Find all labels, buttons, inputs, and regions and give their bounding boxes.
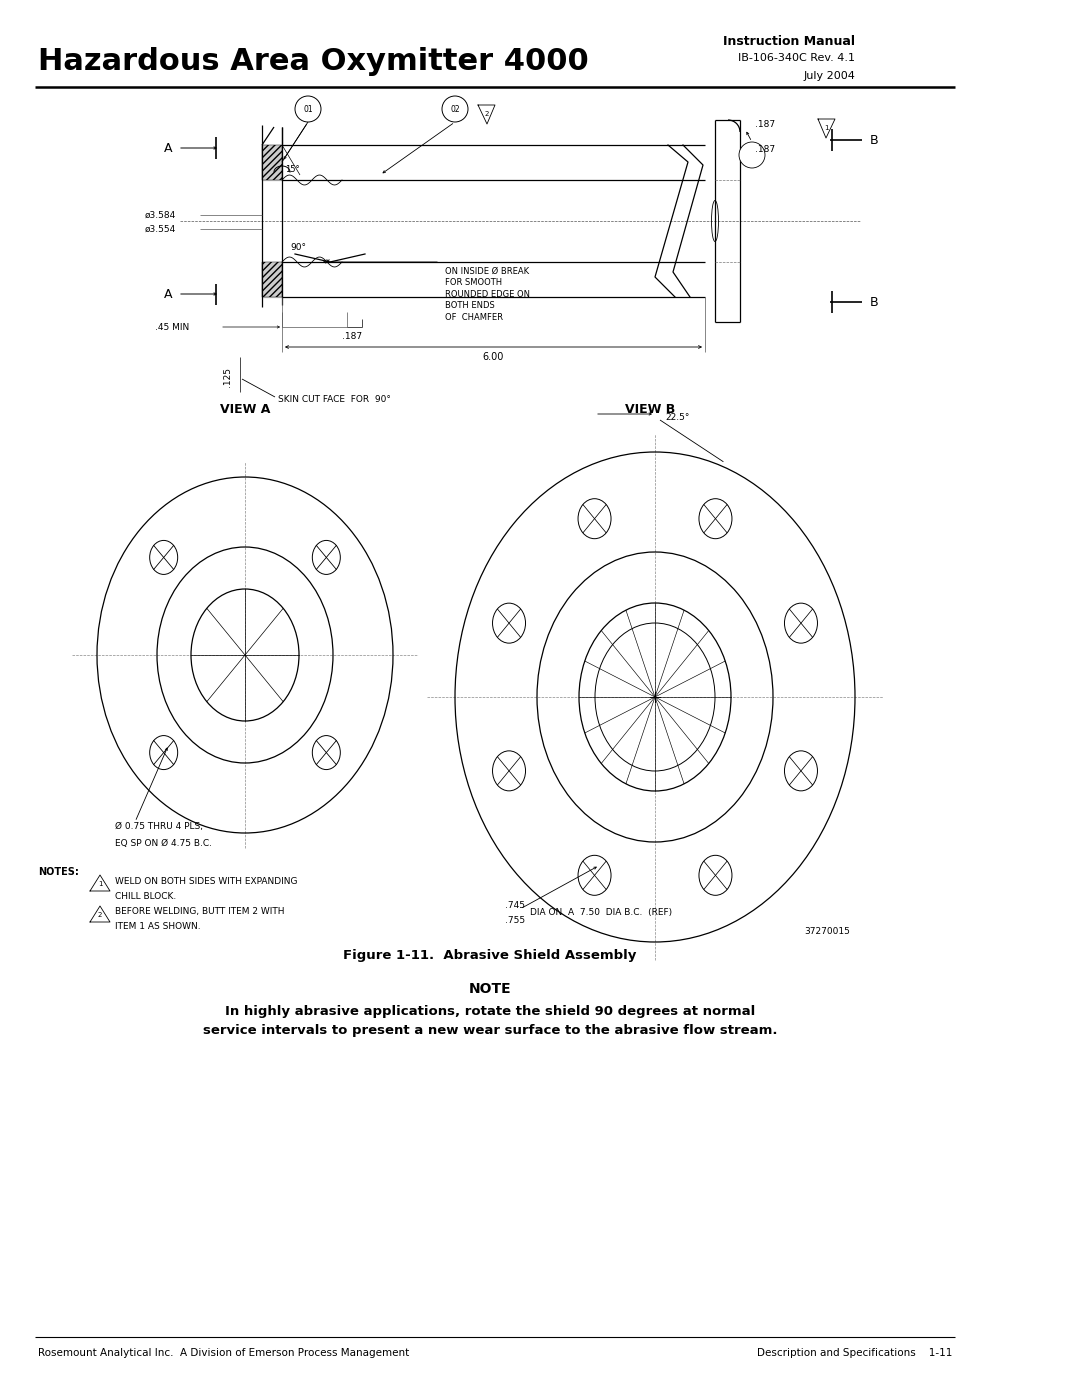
Text: WELD ON BOTH SIDES WITH EXPANDING: WELD ON BOTH SIDES WITH EXPANDING	[114, 877, 297, 886]
Text: 2: 2	[485, 110, 489, 117]
Text: SKIN CUT FACE  FOR  90°: SKIN CUT FACE FOR 90°	[278, 394, 391, 404]
Text: 22.5°: 22.5°	[665, 412, 689, 422]
Text: 90°: 90°	[291, 243, 306, 251]
Text: A: A	[163, 141, 172, 155]
Circle shape	[739, 142, 765, 168]
Polygon shape	[90, 907, 110, 922]
Text: Hazardous Area Oxymitter 4000: Hazardous Area Oxymitter 4000	[38, 47, 589, 75]
Polygon shape	[818, 119, 835, 138]
Text: EQ SP ON Ø 4.75 B.C.: EQ SP ON Ø 4.75 B.C.	[114, 840, 212, 848]
Text: NOTES:: NOTES:	[38, 868, 79, 877]
Polygon shape	[262, 263, 282, 298]
Text: Figure 1-11.  Abrasive Shield Assembly: Figure 1-11. Abrasive Shield Assembly	[343, 949, 637, 961]
Text: B: B	[870, 134, 879, 147]
Text: VIEW A: VIEW A	[220, 402, 270, 415]
Text: 02: 02	[450, 105, 460, 113]
Polygon shape	[262, 145, 282, 180]
Text: .755: .755	[505, 915, 525, 925]
Text: .187: .187	[755, 120, 775, 129]
Text: A: A	[163, 288, 172, 300]
Polygon shape	[90, 875, 110, 891]
Text: 2: 2	[98, 912, 103, 918]
Text: 6.00: 6.00	[483, 352, 504, 362]
Text: DIA ON  A  7.50  DIA B.C.  (REF): DIA ON A 7.50 DIA B.C. (REF)	[530, 908, 672, 918]
Text: IB-106-340C Rev. 4.1: IB-106-340C Rev. 4.1	[738, 53, 855, 63]
Text: 1: 1	[98, 882, 103, 887]
Text: Rosemount Analytical Inc.  A Division of Emerson Process Management: Rosemount Analytical Inc. A Division of …	[38, 1348, 409, 1358]
Text: Ø 0.75 THRU 4 PLS,: Ø 0.75 THRU 4 PLS,	[114, 821, 203, 831]
Text: ITEM 1 AS SHOWN.: ITEM 1 AS SHOWN.	[114, 922, 201, 930]
Text: .745: .745	[505, 901, 525, 909]
Text: In highly abrasive applications, rotate the shield 90 degrees at normal
service : In highly abrasive applications, rotate …	[203, 1006, 778, 1037]
Text: BEFORE WELDING, BUTT ITEM 2 WITH: BEFORE WELDING, BUTT ITEM 2 WITH	[114, 907, 284, 916]
Text: July 2004: July 2004	[804, 71, 855, 81]
Text: ø3.554: ø3.554	[145, 225, 176, 233]
Circle shape	[295, 96, 321, 122]
Text: 01: 01	[303, 105, 313, 113]
Text: .125: .125	[224, 367, 232, 387]
Text: Instruction Manual: Instruction Manual	[723, 35, 855, 47]
Text: CHILL BLOCK.: CHILL BLOCK.	[114, 893, 176, 901]
Text: 15°: 15°	[285, 165, 299, 173]
Text: .45 MIN: .45 MIN	[156, 323, 189, 331]
Text: Description and Specifications    1-11: Description and Specifications 1-11	[757, 1348, 951, 1358]
Text: NOTE: NOTE	[469, 982, 511, 996]
Text: .187: .187	[755, 145, 775, 154]
Text: VIEW B: VIEW B	[625, 402, 675, 415]
Text: ON INSIDE Ø BREAK
FOR SMOOTH
ROUNDED EDGE ON
BOTH ENDS
OF  CHAMFER: ON INSIDE Ø BREAK FOR SMOOTH ROUNDED EDG…	[445, 267, 530, 321]
Text: B: B	[870, 296, 879, 309]
Text: 37270015: 37270015	[805, 928, 850, 936]
Polygon shape	[478, 105, 495, 124]
Text: .187: .187	[342, 332, 362, 341]
Text: ø3.584: ø3.584	[145, 211, 176, 219]
Text: 1: 1	[824, 124, 828, 131]
Circle shape	[442, 96, 468, 122]
